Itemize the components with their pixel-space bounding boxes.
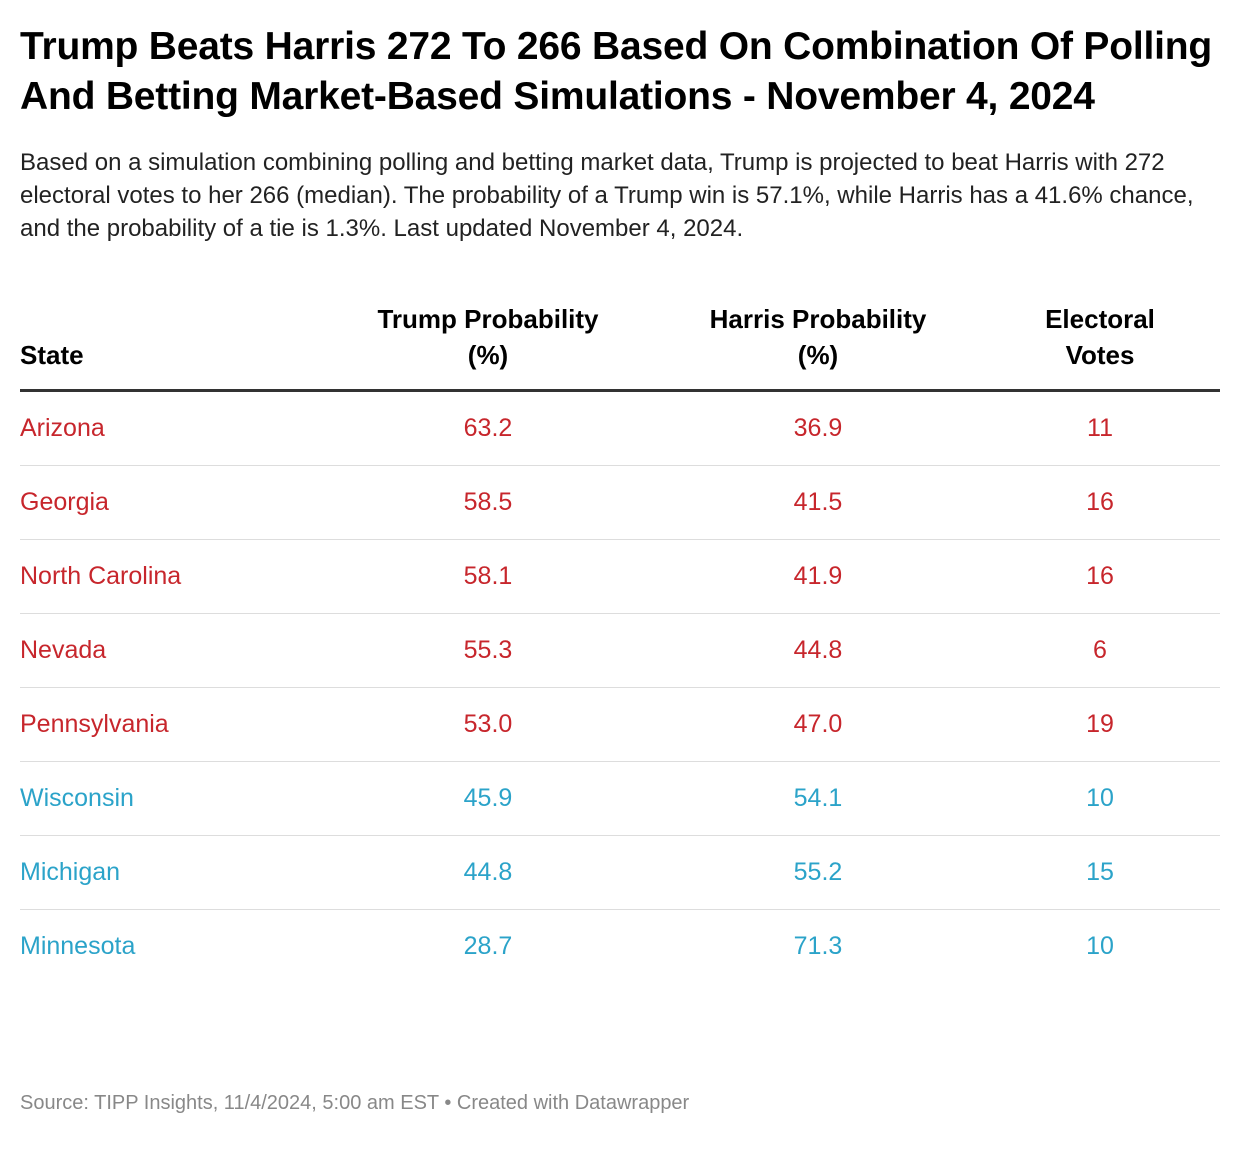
trump-probability-cell: 45.9 (320, 761, 656, 836)
column-header-electoral-votes[interactable]: Electoral Votes (980, 301, 1220, 392)
state-cell: Nevada (20, 613, 320, 688)
harris-probability-cell: 54.1 (656, 761, 980, 836)
chart-container: Trump Beats Harris 272 To 266 Based On C… (20, 0, 1220, 1114)
harris-probability-cell: 41.5 (656, 465, 980, 540)
table-body: Arizona 63.2 36.9 11 Georgia 58.5 41.5 16 North … (20, 390, 1220, 984)
table-row: Pennsylvania 53.0 47.0 19 (20, 687, 1220, 762)
harris-probability-cell: 41.9 (656, 539, 980, 614)
electoral-votes-cell: 16 (980, 465, 1220, 540)
harris-probability-cell: 44.8 (656, 613, 980, 688)
column-header-harris-probability[interactable]: Harris Probability (%) (656, 301, 980, 392)
trump-probability-cell: 44.8 (320, 835, 656, 910)
table-row: Wisconsin 45.9 54.1 10 (20, 761, 1220, 836)
header-row: State Trump Probability (%) Harris Probab… (20, 301, 1220, 392)
data-table: State Trump Probability (%) Harris Probab… (20, 301, 1220, 983)
harris-probability-cell: 71.3 (793, 932, 843, 960)
chart-description: Based on a simulation combining polling … (20, 149, 1194, 242)
trump-probability-cell: 58.5 (320, 465, 656, 540)
trump-probability-cell: 58.1 (320, 539, 656, 614)
state-cell: Arizona (20, 390, 320, 466)
column-header-trump-probability[interactable]: Trump Probability (%) (320, 301, 656, 392)
state-cell: Michigan (20, 835, 320, 910)
trump-probability-cell: 28.7 (463, 932, 513, 960)
trump-probability-cell: 53.0 (320, 687, 656, 762)
harris-probability-cell: 55.2 (656, 835, 980, 910)
table-row: Michigan 44.8 55.2 15 (20, 835, 1220, 910)
electoral-votes-cell: 11 (980, 390, 1220, 466)
state-cell: North Carolina (20, 539, 320, 614)
harris-probability-cell: 36.9 (656, 390, 980, 466)
electoral-votes-cell: 19 (980, 687, 1220, 762)
trump-probability-cell: 55.3 (320, 613, 656, 688)
electoral-votes-cell: 16 (980, 539, 1220, 614)
table-row: Georgia 58.5 41.5 16 (20, 465, 1220, 540)
source-footer: Source: TIPP Insights, 11/4/2024, 5:00 a… (20, 1092, 690, 1114)
chart-title: Trump Beats Harris 272 To 266 Based On C… (20, 25, 1213, 118)
state-cell: Minnesota (20, 932, 136, 960)
state-cell: Georgia (20, 465, 320, 540)
harris-probability-cell: 47.0 (656, 687, 980, 762)
electoral-votes-cell: 10 (980, 761, 1220, 836)
column-header-state[interactable]: State (20, 301, 320, 392)
state-cell: Wisconsin (20, 761, 320, 836)
electoral-votes-cell: 6 (980, 613, 1220, 688)
table-row: Nevada 55.3 44.8 6 (20, 613, 1220, 688)
table-row: Arizona 63.2 36.9 11 (20, 390, 1220, 466)
state-cell: Pennsylvania (20, 687, 320, 762)
electoral-votes-cell: 10 (1086, 932, 1114, 960)
electoral-votes-cell: 15 (980, 835, 1220, 910)
table-row: North Carolina 58.1 41.9 16 (20, 539, 1220, 614)
table-row: Minnesota 28.7 71.3 10 (20, 910, 1220, 984)
trump-probability-cell: 63.2 (320, 390, 656, 466)
